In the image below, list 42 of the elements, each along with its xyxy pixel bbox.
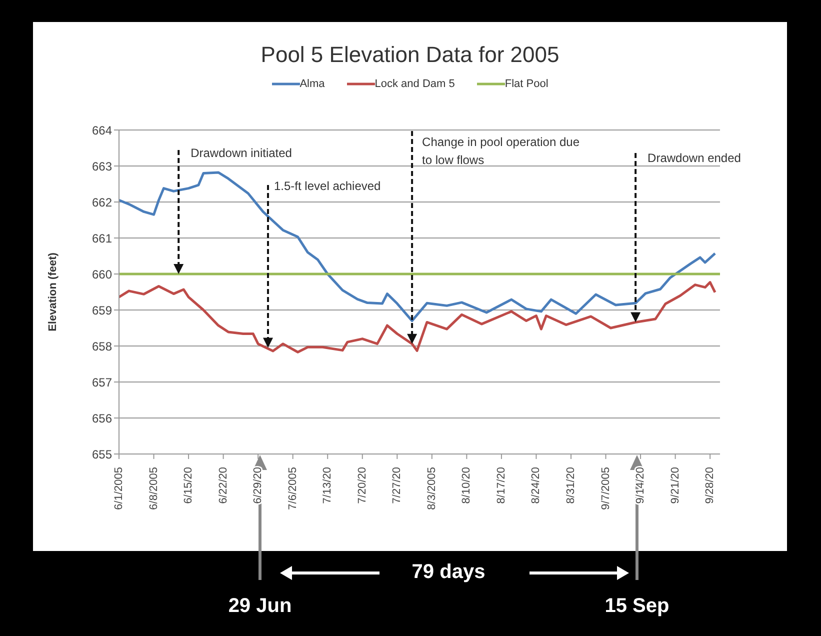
x-tick-label: 7/6/2005 xyxy=(286,467,299,510)
y-tick-label: 656 xyxy=(92,411,112,426)
y-axis-title: Elevation (feet) xyxy=(47,252,59,332)
text: 29 Jun xyxy=(227,595,293,618)
y-tick-label: 655 xyxy=(92,447,112,462)
y-tick-label: 662 xyxy=(92,195,112,210)
chart-title: Pool 5 Elevation Data for 2005 xyxy=(260,42,560,68)
x-tick-label: 6/15/20 xyxy=(182,467,195,504)
y-tick-label: 664 xyxy=(92,123,112,138)
text: 15 Sep xyxy=(604,595,670,618)
x-tick-label: 7/13/20 xyxy=(322,467,334,504)
legend-label: Alma xyxy=(300,78,325,90)
x-tick-label: 8/17/20 xyxy=(495,467,508,504)
y-tick-label: 659 xyxy=(92,303,112,318)
annotation: Drawdown initiated xyxy=(190,145,293,162)
x-tick-label: 9/21/20 xyxy=(669,467,682,504)
x-tick-label: 7/20/20 xyxy=(356,467,368,504)
annotation: Drawdown ended xyxy=(648,150,742,167)
text: 79 days xyxy=(410,561,486,584)
x-tick-label: 8/31/20 xyxy=(564,467,577,504)
x-tick-label: 6/22/20 xyxy=(217,467,230,504)
x-tick-label: 9/7/2005 xyxy=(600,467,612,510)
annotation: 1.5-ft level achieved xyxy=(274,178,382,195)
x-tick-label: 7/27/20 xyxy=(391,467,404,504)
x-tick-label: 8/10/20 xyxy=(460,467,473,504)
line-series xyxy=(119,171,716,322)
line-series xyxy=(119,281,716,354)
x-tick-label: 8/24/20 xyxy=(530,467,542,504)
legend-label: Flat Pool xyxy=(504,78,548,90)
x-tick-label: 9/28/20 xyxy=(704,467,716,504)
x-tick-label: 6/29/20 xyxy=(252,467,264,504)
x-tick-label: 6/8/2005 xyxy=(148,467,160,510)
legend-label: Lock and Dam 5 xyxy=(374,78,455,90)
y-tick-label: 660 xyxy=(92,267,112,282)
x-tick-label: 8/3/2005 xyxy=(426,467,438,510)
y-tick-label: 663 xyxy=(92,159,112,174)
x-tick-label: 9/14/20 xyxy=(634,467,647,504)
x-tick-label: 6/1/2005 xyxy=(113,467,125,510)
annotation: Change in pool operation due to low flows xyxy=(422,134,581,169)
y-tick-label: 657 xyxy=(92,375,112,390)
y-tick-label: 658 xyxy=(92,339,112,354)
y-tick-label: 661 xyxy=(92,231,112,246)
